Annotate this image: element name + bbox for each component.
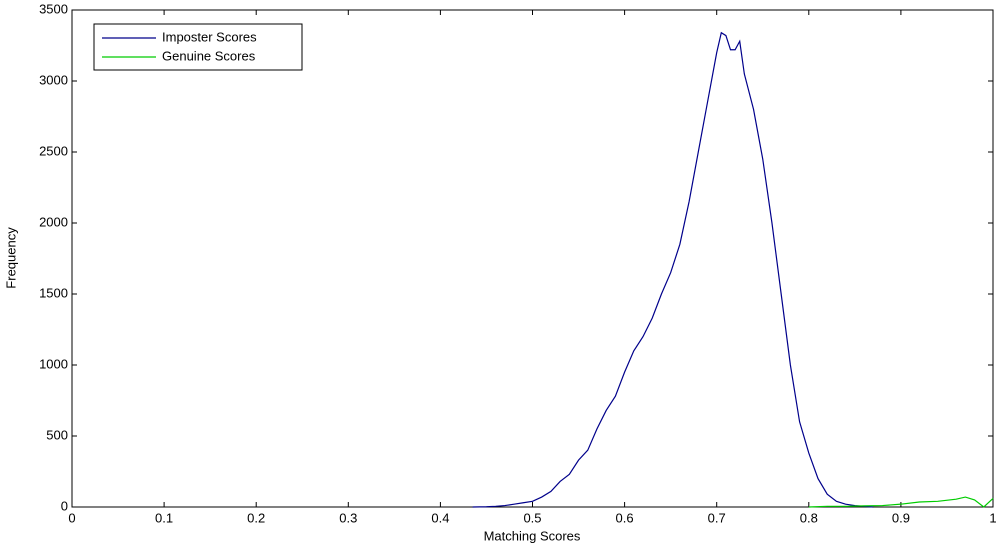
legend-label: Genuine Scores [162,48,256,63]
y-tick-label: 1500 [39,285,68,300]
y-tick-label: 0 [61,498,68,513]
x-tick-label: 0.2 [247,510,265,525]
x-tick-label: 0.4 [431,510,449,525]
y-tick-label: 1000 [39,356,68,371]
x-tick-label: 0 [68,510,75,525]
y-tick-label: 500 [46,427,68,442]
x-tick-label: 0.9 [892,510,910,525]
y-tick-label: 3500 [39,1,68,16]
x-tick-label: 0.5 [523,510,541,525]
plot-frame [71,9,994,508]
y-tick-label: 2500 [39,143,68,158]
series-line [808,496,994,508]
legend-box [93,23,303,71]
legend-label: Imposter Scores [162,29,257,44]
x-tick-label: 0.8 [800,510,818,525]
x-axis-label: Matching Scores [484,528,581,543]
x-tick-label: 0.6 [616,510,634,525]
y-tick-label: 3000 [39,72,68,87]
x-tick-label: 0.1 [155,510,173,525]
series-line [472,31,874,508]
y-axis-label: Frequency [3,227,18,289]
x-tick-label: 1 [989,510,996,525]
y-tick-label: 2000 [39,214,68,229]
x-tick-label: 0.3 [339,510,357,525]
x-tick-label: 0.7 [708,510,726,525]
